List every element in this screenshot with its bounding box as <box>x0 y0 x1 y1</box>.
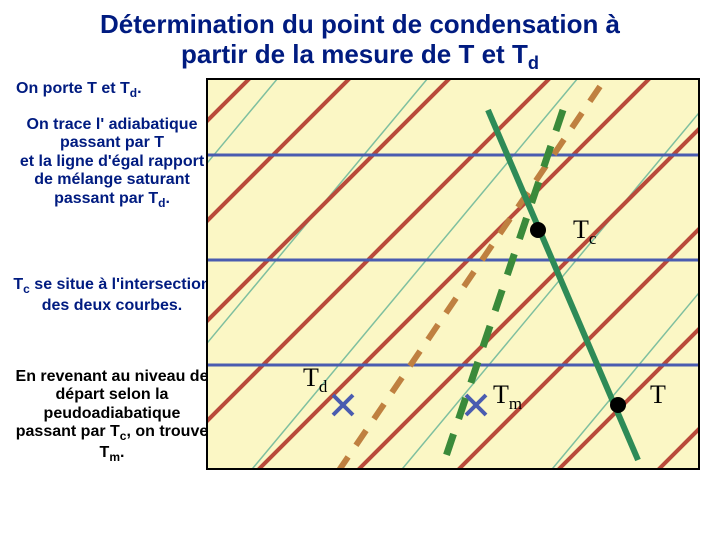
diagram-svg <box>208 80 698 468</box>
tb1-tail: . <box>137 80 141 97</box>
title-sub: d <box>528 53 539 73</box>
label-Tc: Tc <box>573 215 596 249</box>
text-step-4: En revenant au niveau de départ selon la… <box>10 366 214 467</box>
title-line1: Détermination du point de condensation à <box>100 9 620 39</box>
text-step-1: On porte T et Td. <box>10 78 218 103</box>
thermo-diagram: Td Tm T Tc <box>206 78 700 470</box>
tb4-tail: . <box>120 444 124 461</box>
slide-title: Détermination du point de condensation à… <box>0 0 720 78</box>
tb1-text: On porte T et T <box>16 80 130 97</box>
tb2-tail: . <box>165 190 169 207</box>
label-Td: Td <box>303 363 327 397</box>
title-line2: partir de la mesure de T et T <box>181 39 528 69</box>
tb3-sub: c <box>23 282 30 296</box>
tb4-sub2: m <box>109 450 120 464</box>
tb3-pre: T <box>13 276 23 293</box>
label-T: T <box>650 380 666 410</box>
tb3-mid: se situe <box>30 276 98 293</box>
label-Tm: Tm <box>493 380 522 414</box>
slide-body: On porte T et Td. On trace l' adiabatiqu… <box>0 78 720 538</box>
tb2-text: On trace l' adiabatique passant par T et… <box>20 116 204 207</box>
slide: Détermination du point de condensation à… <box>0 0 720 540</box>
text-step-2: On trace l' adiabatique passant par T et… <box>10 114 214 213</box>
text-step-3: Tc se situe à l'intersection des deux co… <box>10 274 214 317</box>
